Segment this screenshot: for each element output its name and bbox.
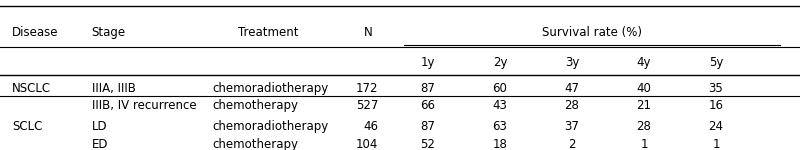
Text: NSCLC: NSCLC (12, 82, 51, 95)
Text: ED: ED (92, 138, 109, 150)
Text: 5y: 5y (709, 56, 723, 69)
Text: 40: 40 (637, 82, 651, 95)
Text: Stage: Stage (91, 26, 125, 39)
Text: Treatment: Treatment (238, 26, 298, 39)
Text: 46: 46 (363, 120, 378, 134)
Text: 104: 104 (356, 138, 378, 150)
Text: Survival rate (%): Survival rate (%) (542, 26, 642, 39)
Text: 37: 37 (565, 120, 579, 134)
Text: 18: 18 (493, 138, 507, 150)
Text: IIIB, IV recurrence: IIIB, IV recurrence (92, 99, 197, 112)
Text: chemotherapy: chemotherapy (212, 138, 298, 150)
Text: 24: 24 (709, 120, 723, 134)
Text: 172: 172 (356, 82, 378, 95)
Text: 527: 527 (356, 99, 378, 112)
Text: 21: 21 (637, 99, 651, 112)
Text: 1: 1 (712, 138, 720, 150)
Text: N: N (364, 26, 372, 39)
Text: chemoradiotherapy: chemoradiotherapy (212, 120, 328, 134)
Text: IIIA, IIIB: IIIA, IIIB (92, 82, 136, 95)
Text: Disease: Disease (12, 26, 58, 39)
Text: 2y: 2y (493, 56, 507, 69)
Text: 16: 16 (709, 99, 723, 112)
Text: chemotherapy: chemotherapy (212, 99, 298, 112)
Text: 60: 60 (493, 82, 507, 95)
Text: 35: 35 (709, 82, 723, 95)
Text: 2: 2 (568, 138, 576, 150)
Text: 52: 52 (421, 138, 435, 150)
Text: 28: 28 (637, 120, 651, 134)
Text: 66: 66 (421, 99, 435, 112)
Text: 63: 63 (493, 120, 507, 134)
Text: 43: 43 (493, 99, 507, 112)
Text: 28: 28 (565, 99, 579, 112)
Text: LD: LD (92, 120, 108, 134)
Text: 87: 87 (421, 120, 435, 134)
Text: 1: 1 (640, 138, 648, 150)
Text: chemoradiotherapy: chemoradiotherapy (212, 82, 328, 95)
Text: 4y: 4y (637, 56, 651, 69)
Text: 47: 47 (565, 82, 579, 95)
Text: 1y: 1y (421, 56, 435, 69)
Text: SCLC: SCLC (12, 120, 42, 134)
Text: 87: 87 (421, 82, 435, 95)
Text: 3y: 3y (565, 56, 579, 69)
